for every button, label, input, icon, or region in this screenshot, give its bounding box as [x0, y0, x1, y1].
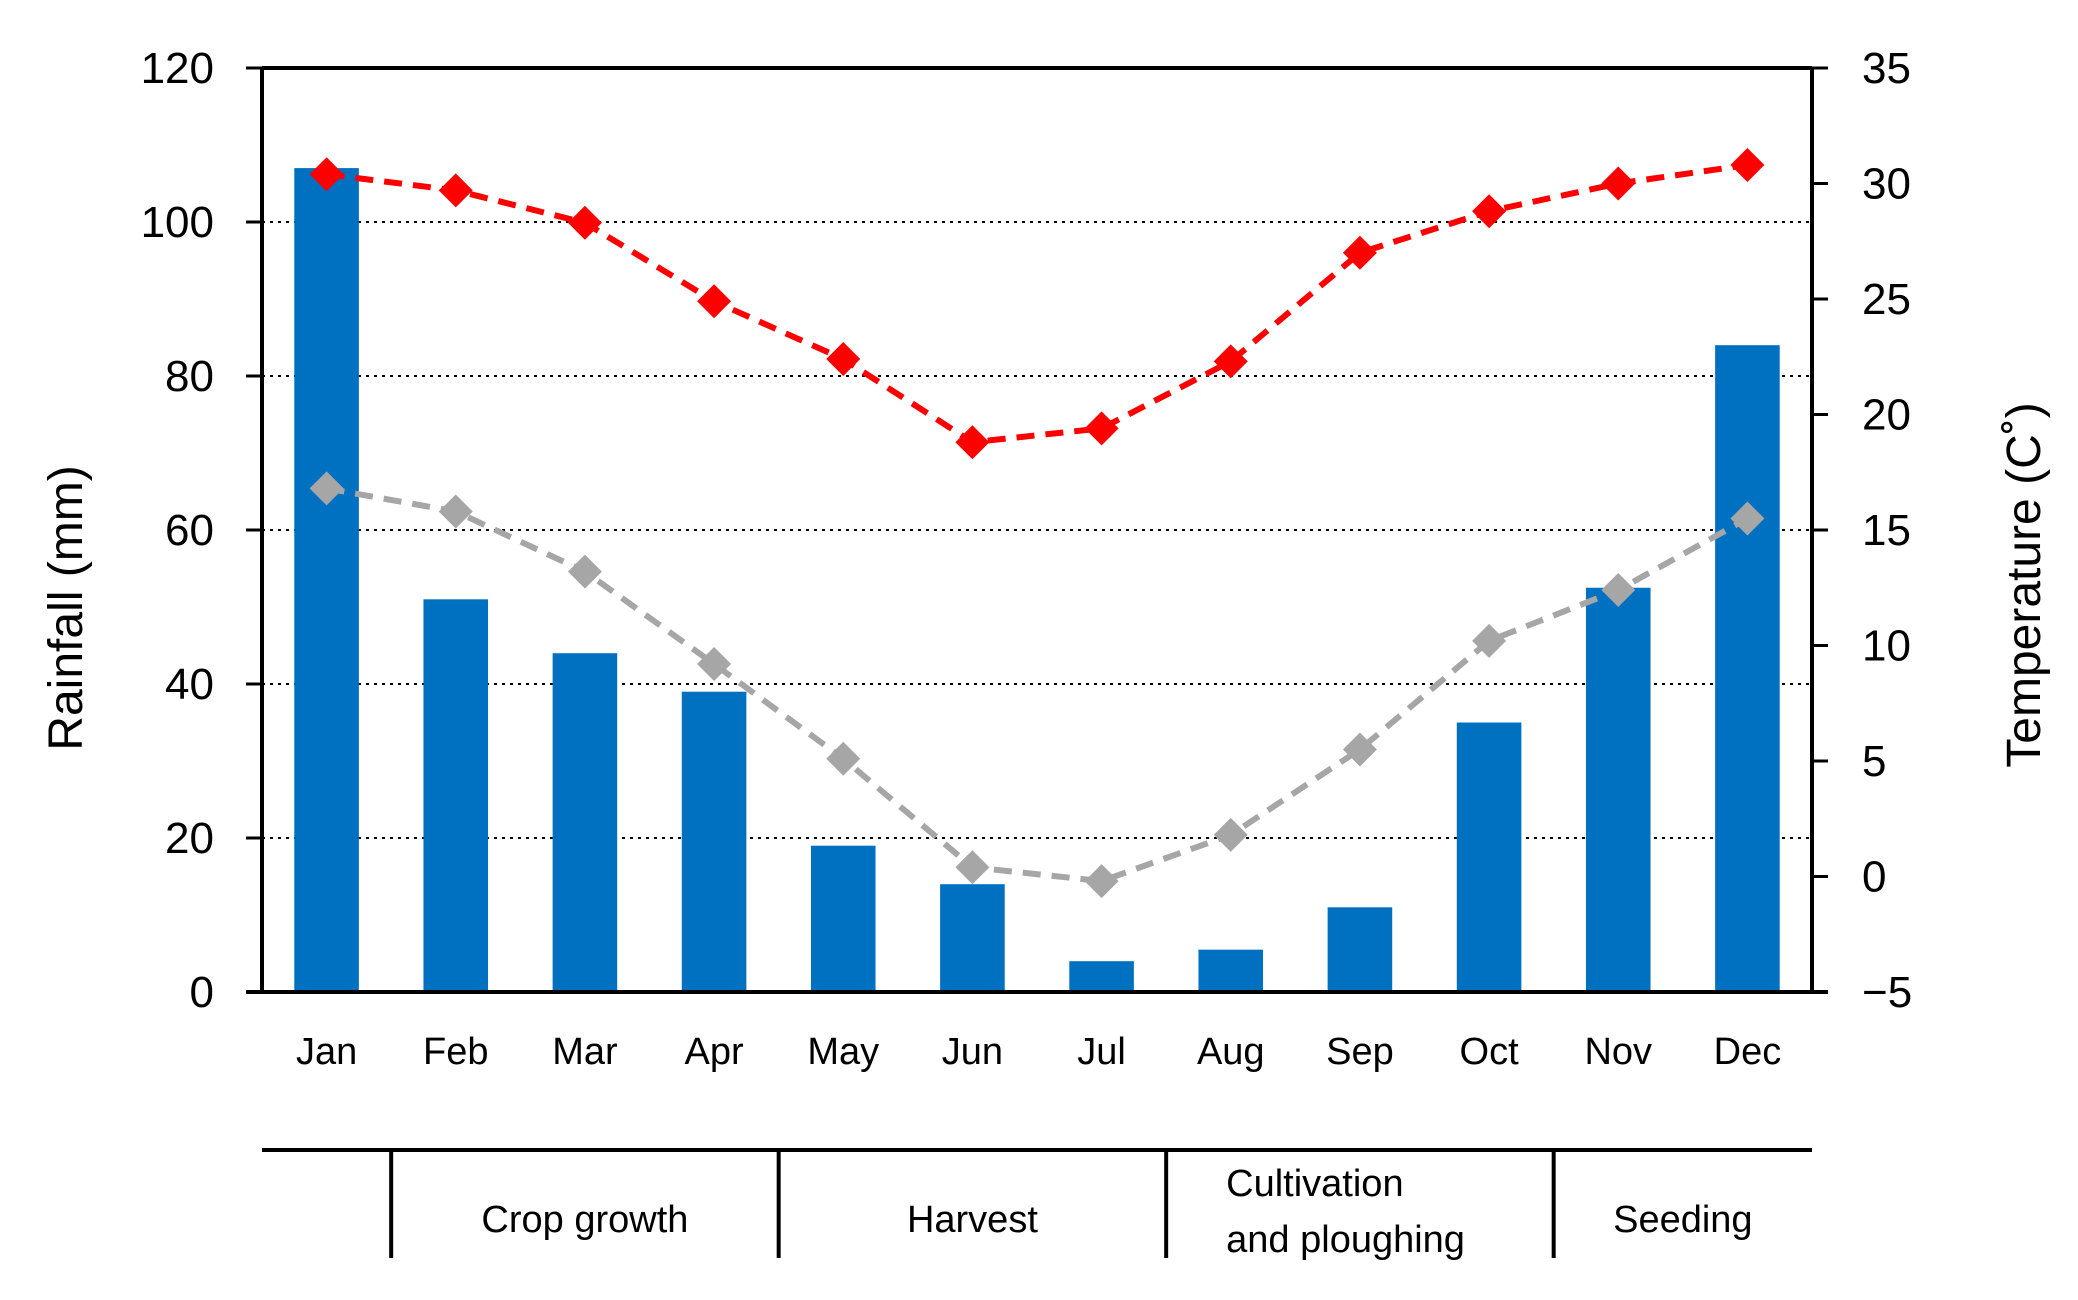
phase-label-line: Cultivation — [1226, 1163, 1403, 1205]
y-left-tick-label-40: 40 — [165, 660, 214, 709]
temp-min-point-apr — [697, 646, 732, 681]
phase-label-line: Crop growth — [481, 1199, 688, 1241]
x-tick-label-may: May — [807, 1031, 879, 1073]
rainfall-bar-jun — [940, 884, 1005, 992]
y-left-tick-label-120: 120 — [141, 44, 214, 93]
rainfall-bar-jul — [1069, 961, 1134, 992]
temp-max-point-sep — [1342, 235, 1377, 270]
rainfall-bar-dec — [1715, 345, 1780, 992]
temp-min-point-nov — [1601, 573, 1636, 608]
phase-label-2: Harvest — [907, 1199, 1038, 1241]
y-left-tick-label-60: 60 — [165, 506, 214, 555]
rainfall-bar-apr — [681, 691, 747, 992]
phase-label-line: Harvest — [907, 1199, 1038, 1241]
y-right-tick-label-7: 30 — [1862, 160, 1911, 209]
temp-max-point-mar — [567, 205, 602, 240]
x-tick-label-sep: Sep — [1326, 1031, 1394, 1073]
y-left-tick-label-20: 20 — [165, 814, 214, 863]
x-tick-label-dec: Dec — [1714, 1031, 1782, 1073]
y-right-tick-label-4: 15 — [1862, 506, 1911, 555]
y-left-tick-label-80: 80 — [165, 352, 214, 401]
temp-max-point-oct — [1472, 194, 1507, 229]
y-axis-right-title: Temperature (C˚) — [1998, 402, 2051, 767]
phase-label-3: Cultivation and ploughing — [1226, 1163, 1465, 1261]
y-axis-left-title: Rainfall (mm) — [40, 465, 93, 750]
phase-label-1: Crop growth — [481, 1199, 688, 1241]
rainfall-bar-may — [810, 845, 876, 992]
temp-min-point-dec — [1730, 501, 1765, 536]
x-tick-label-jun: Jun — [942, 1031, 1003, 1073]
temperature-lines — [309, 148, 1765, 899]
x-tick-label-jan: Jan — [296, 1031, 357, 1073]
rainfall-bar-sep — [1327, 907, 1393, 992]
temp-min-point-aug — [1213, 817, 1248, 852]
temp-max-point-apr — [697, 284, 732, 319]
y-right-tick-label-6: 25 — [1862, 275, 1911, 324]
y-right-tick-label-0: −5 — [1862, 968, 1912, 1017]
temp-min-point-feb — [438, 494, 473, 529]
x-tick-label-aug: Aug — [1197, 1031, 1265, 1073]
y-left-tick-label-100: 100 — [141, 198, 214, 247]
rainfall-bar-oct — [1456, 722, 1522, 992]
y-right-tick-label-1: 0 — [1862, 853, 1886, 902]
x-tick-label-apr: Apr — [685, 1031, 744, 1073]
temp-min-point-sep — [1342, 732, 1377, 767]
tick-labels: 0 20 40 60 80 100 120 −5 0 5 10 15 20 25 30 35 Jan Feb Mar… — [141, 44, 1913, 1073]
rainfall-bars — [294, 168, 1780, 993]
temp-max-point-jul — [1084, 411, 1119, 446]
temp-min-point-oct — [1472, 623, 1507, 658]
temp-min-point-mar — [567, 554, 602, 589]
temp-max-line — [326, 162, 1748, 446]
crop-phases-row: Crop growth Harvest Cultivation and ploughi… — [262, 1148, 1812, 1261]
y-right-tick-label-2: 5 — [1862, 737, 1886, 786]
temp-min-line — [326, 485, 1749, 885]
rainfall-bar-jan — [294, 168, 359, 993]
temp-max-point-feb — [438, 173, 473, 208]
rainfall-bar-mar — [552, 653, 618, 992]
temp-max-point-jun — [955, 425, 990, 460]
phase-label-line: and ploughing — [1226, 1219, 1465, 1261]
temp-max-point-jan — [309, 157, 344, 192]
phase-label-4: Seeding — [1613, 1199, 1752, 1241]
rainfall-bar-aug — [1198, 949, 1264, 992]
temp-min-point-jun — [955, 850, 990, 885]
gridlines — [262, 221, 1812, 839]
temp-max-point-nov — [1601, 166, 1636, 201]
axes — [246, 66, 1828, 994]
y-right-tick-label-5: 20 — [1862, 391, 1911, 440]
x-tick-label-jul: Jul — [1077, 1031, 1126, 1073]
rainfall-bar-feb — [423, 599, 489, 992]
temp-max-point-may — [826, 342, 861, 377]
y-left-tick-label-0: 0 — [190, 968, 214, 1017]
x-tick-label-oct: Oct — [1460, 1031, 1520, 1073]
y-right-tick-label-8: 35 — [1862, 44, 1911, 93]
x-tick-label-feb: Feb — [423, 1031, 488, 1073]
phase-label-line: Seeding — [1613, 1199, 1752, 1241]
x-tick-label-nov: Nov — [1584, 1031, 1652, 1073]
temp-max-point-aug — [1213, 344, 1248, 379]
rainfall-bar-nov — [1585, 587, 1651, 992]
temp-min-point-jan — [309, 471, 344, 506]
temp-min-point-may — [826, 741, 861, 776]
x-tick-label-mar: Mar — [552, 1031, 618, 1073]
temp-min-point-jul — [1084, 864, 1119, 899]
y-right-tick-label-3: 10 — [1862, 622, 1911, 671]
temp-max-point-dec — [1730, 148, 1765, 183]
